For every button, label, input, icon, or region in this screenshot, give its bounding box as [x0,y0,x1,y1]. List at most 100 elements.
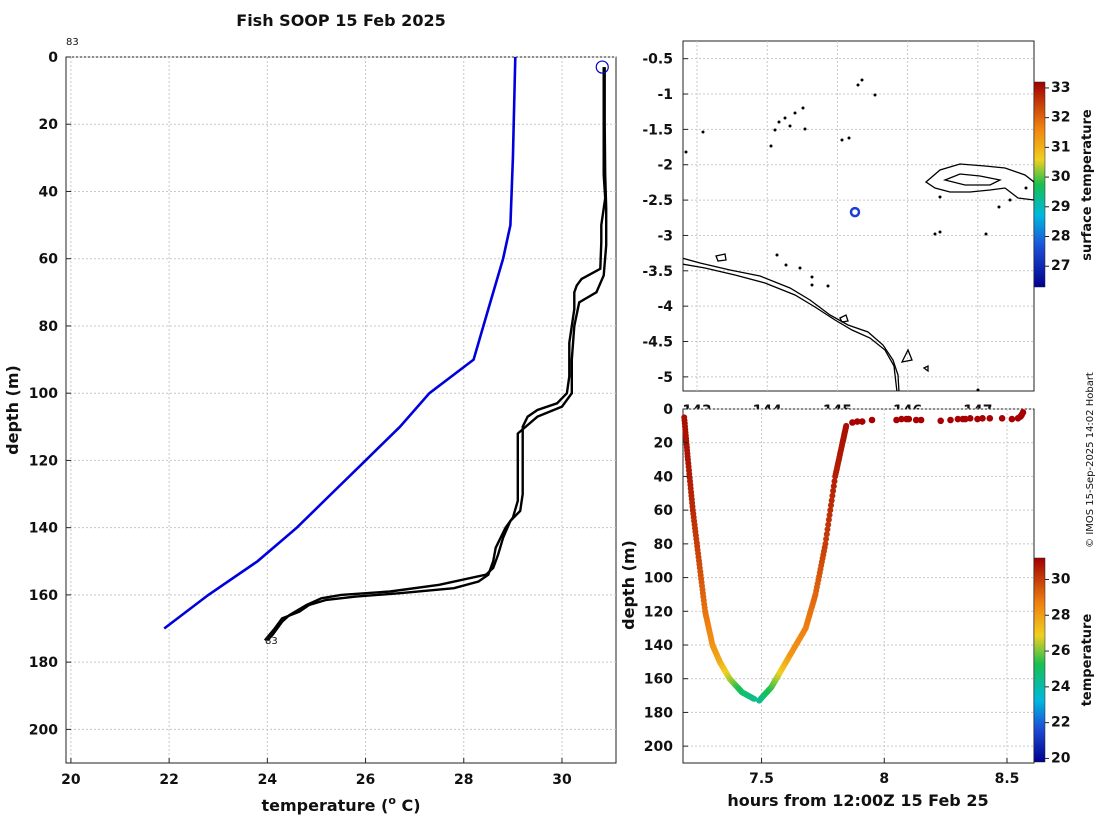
surface-point [858,418,866,425]
islet [873,93,877,97]
profile-x-tick-label: 20 [61,772,81,788]
surface-point [937,417,944,425]
surface-colorbar-tick-label: 30 [1051,169,1071,185]
profile-x-label-start: temperature ( [261,796,388,815]
islet [1024,186,1028,190]
islet [810,283,814,287]
profile-lines [163,56,609,642]
depth-time-x-tick-label: 8 [879,771,889,787]
temperature-colorbar-tick-label: 24 [1051,679,1071,695]
temperature-colorbar [1033,557,1046,763]
island-a [839,314,849,323]
islet [938,230,942,234]
surface-point [966,415,974,422]
depth-time-y-tick-label: 200 [644,739,673,755]
islet [788,124,792,128]
profile-x-label-sup: o [388,794,396,807]
depth-time-y-tick-label: 120 [644,604,673,620]
map-y-tick-label: -0.5 [642,52,673,68]
map-y-ticks: -0.5 -1 -1.5 -2 -2.5 -3 -3.5 -4 -4.5 -5 [642,52,688,386]
profile-y-tick-label: 60 [39,252,59,268]
islet [856,83,860,87]
profile-grid [66,56,616,763]
surface-point [979,415,986,422]
islet [984,232,988,236]
map-panel: -0.5-1-1.5-2-2.5-3-3.5-4-4.5-5 143144145… [642,40,1095,419]
upcast-point [825,516,832,523]
surface-colorbar-tick-label: 32 [1051,110,1070,126]
profile-x-tick-label: 26 [356,772,375,788]
surface-point [905,415,913,423]
profile-line-blue-profile [163,56,517,630]
downcast-point [751,695,758,702]
depth-time-y-label: depth (m) [619,540,638,630]
island-b [922,364,929,373]
surface-point [1019,409,1027,416]
depth-time-grid [683,408,1034,763]
depth-time-y-tick-label: 60 [654,503,674,519]
temperature-colorbar-tick-label: 30 [1051,571,1071,587]
temperature-colorbar-tick-label: 22 [1051,715,1070,731]
profile-x-tick-label: 24 [258,772,278,788]
new-ireland-coast [924,163,1034,201]
islet [769,144,773,148]
surface-point [893,416,900,424]
surface-colorbar [1033,81,1046,288]
map-y-tick-label: -2 [657,158,673,174]
map-y-tick-label: -3 [657,228,673,244]
islet [826,284,830,288]
profile-y-ticks: 0 20 40 60 80 100 120 140 160 180 200 [29,50,71,738]
surface-point [849,419,856,426]
profile-x-tick-label: 22 [159,772,178,788]
surface-colorbar-tick-label: 29 [1051,199,1070,215]
profile-y-tick-label: 100 [29,386,58,402]
surface-point [947,416,954,424]
surface-point [986,415,994,422]
surface-colorbar-tick-label: 31 [1051,139,1070,155]
profile-end-label: 83 [265,636,278,647]
profile-y-tick-label: 40 [39,184,59,200]
upcast-point [843,422,850,429]
profile-x-tick-label: 28 [454,772,473,788]
surface-point [974,415,981,423]
depth-time-y-tick-label: 180 [644,705,673,721]
profile-y-tick-label: 20 [39,117,59,133]
upcast-point [831,478,838,485]
depth-time-y-tick-label: 40 [654,469,674,485]
islet [701,130,705,134]
upcast-point [827,507,834,514]
surface-point [998,415,1006,422]
islet [783,116,787,120]
islet [775,253,779,257]
profile-y-tick-label: 160 [29,588,58,604]
upcast-point [825,521,832,528]
map-y-tick-label: -1.5 [642,122,673,138]
depth-time-points [681,409,1027,704]
islet [798,266,802,270]
coastlines [683,163,1034,391]
depth-time-panel: 0 20 40 60 80 100 120 140 160 180 200 7.5 8 8.5 hour… [619,402,1095,810]
depth-time-y-tick-label: 20 [654,436,674,452]
profile-start-marker [595,60,609,74]
islet [684,150,688,154]
depth-time-background [683,409,1034,763]
map-y-tick-label: -2.5 [642,193,673,209]
islet [976,388,980,392]
map-y-tick-label: -4.5 [642,335,673,351]
profile-plot-frame [65,56,617,764]
upcast-point [830,487,837,494]
depth-time-y-tick-label: 100 [644,571,673,587]
upcast-point [824,526,831,533]
surface-colorbar-tick-label: 27 [1051,258,1070,274]
islet [777,120,781,124]
islet [1008,198,1012,202]
islet [784,263,788,267]
upcast-point [822,540,829,547]
profile-panel: 20 22 24 26 28 30 0 20 40 60 80 100 120 140 160 180 200… [3,11,617,815]
profile-start-label: 83 [66,37,79,48]
temperature-colorbar-tick-label: 26 [1051,643,1070,659]
island-c [715,253,727,262]
upcast-point [828,497,835,504]
depth-time-y-tick-label: 80 [654,537,674,553]
profile-line-downcast [266,67,607,642]
